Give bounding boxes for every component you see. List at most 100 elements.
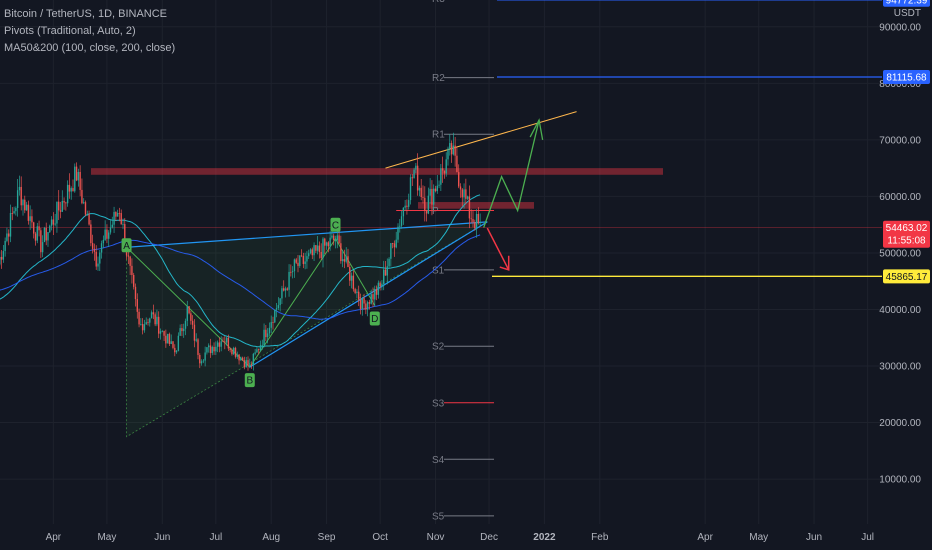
pivots-indicator-label[interactable]: Pivots (Traditional, Auto, 2) [4,25,136,37]
candle-body [138,311,140,325]
moving-averages [0,194,481,348]
bullish-projection [483,119,540,228]
time-axis[interactable]: Apr May Jun Jul Aug Sep Oct Nov Dec 2022 Feb Apr May… [0,524,932,550]
candle-body [279,298,281,306]
candle-body [418,187,421,191]
candle-body [316,245,319,251]
candle-body [422,197,424,198]
candle-body [75,166,78,181]
candle-body [24,199,26,211]
candle-body [459,186,462,190]
pivot-levels: R3 R2 R1 P S1 S2 S3 S4 S5 [432,0,494,522]
time-axis-bg [0,524,932,550]
candle-body [315,245,317,251]
time-tick-label: Oct [372,532,388,543]
candle-body [66,184,69,204]
candle-body [27,204,30,221]
candle-body [384,269,387,276]
candle-body [113,211,115,225]
candle-body [406,205,408,207]
candle-body [229,348,231,351]
candle-body [190,313,192,321]
candle-body [320,251,322,258]
candle-body [234,347,237,357]
candle-body [133,274,135,287]
candle-body [104,229,106,240]
candle-body [454,145,456,156]
candle-body [447,148,449,160]
candle-body [270,322,272,328]
time-tick-label: Feb [591,532,609,543]
candle-body [170,341,172,344]
candle-body [263,329,265,345]
candle-body [79,171,81,190]
symbol-title[interactable]: Bitcoin / TetherUS, 1D, BINANCE [4,8,168,20]
pattern-point-a [121,238,132,253]
candle-body [111,224,113,228]
time-tick-label: Jul [861,532,874,543]
candle-body [93,248,96,252]
candle-body [186,306,188,321]
candle-body [427,195,430,214]
pattern-point-c [330,217,341,232]
candle-body [243,360,246,368]
candle-body [308,253,310,257]
candle-body [477,213,480,224]
candle-body [329,237,331,247]
candle-body [45,227,47,241]
candle-body [283,288,285,291]
candle-body [218,342,221,347]
candle-body [322,238,324,258]
candle-body [409,177,412,201]
candle-body [404,205,406,208]
candle-body [399,225,401,227]
candle-body [245,360,247,368]
candle-body [8,233,10,237]
chart-legend: Bitcoin / TetherUS, 1D, BINANCE Pivots (… [4,6,175,57]
last-price-value: 54463.02 [886,223,928,234]
candle-body [4,240,6,252]
candle-body [213,346,215,352]
candle-body [120,213,122,225]
candle-body [209,345,212,354]
candle-body [334,239,337,241]
time-tick-label: Apr [46,532,62,543]
candle-body [438,184,440,186]
ma-indicator-label[interactable]: MA50&200 (100, close, 200, close) [4,42,176,54]
resistance-zone-lower [418,202,534,209]
candles [0,132,481,371]
candle-body [390,243,392,259]
candle-body [22,199,24,206]
candle-body [413,169,415,179]
candle-body [450,143,453,155]
candle-body [33,222,35,234]
resistance-zone-upper [91,168,663,175]
price-tick-label: 70000.00 [879,135,921,146]
candle-body [452,145,455,155]
candle-body [0,256,3,260]
candle-body [300,255,303,257]
candle-body [84,202,87,215]
candle-body [56,201,58,224]
candle-body [356,291,358,293]
candle-body [327,242,330,247]
candle-body [436,185,438,192]
candle-body [250,364,253,366]
candle-body [18,186,21,191]
candle-body [216,342,219,347]
candle-body [77,171,80,181]
price-tick-label: 30000.00 [879,362,921,373]
candle-body [200,361,203,364]
candle-body [341,259,344,262]
candle-body [306,256,308,262]
candle-body [259,345,262,351]
candle-body [172,341,174,348]
candle-body [197,339,199,355]
candle-body [100,243,103,253]
candle-body [468,196,471,219]
price-tick-label: 90000.00 [879,22,921,33]
candle-body [475,213,478,229]
candle-body [72,188,74,192]
candle-body [425,211,428,214]
